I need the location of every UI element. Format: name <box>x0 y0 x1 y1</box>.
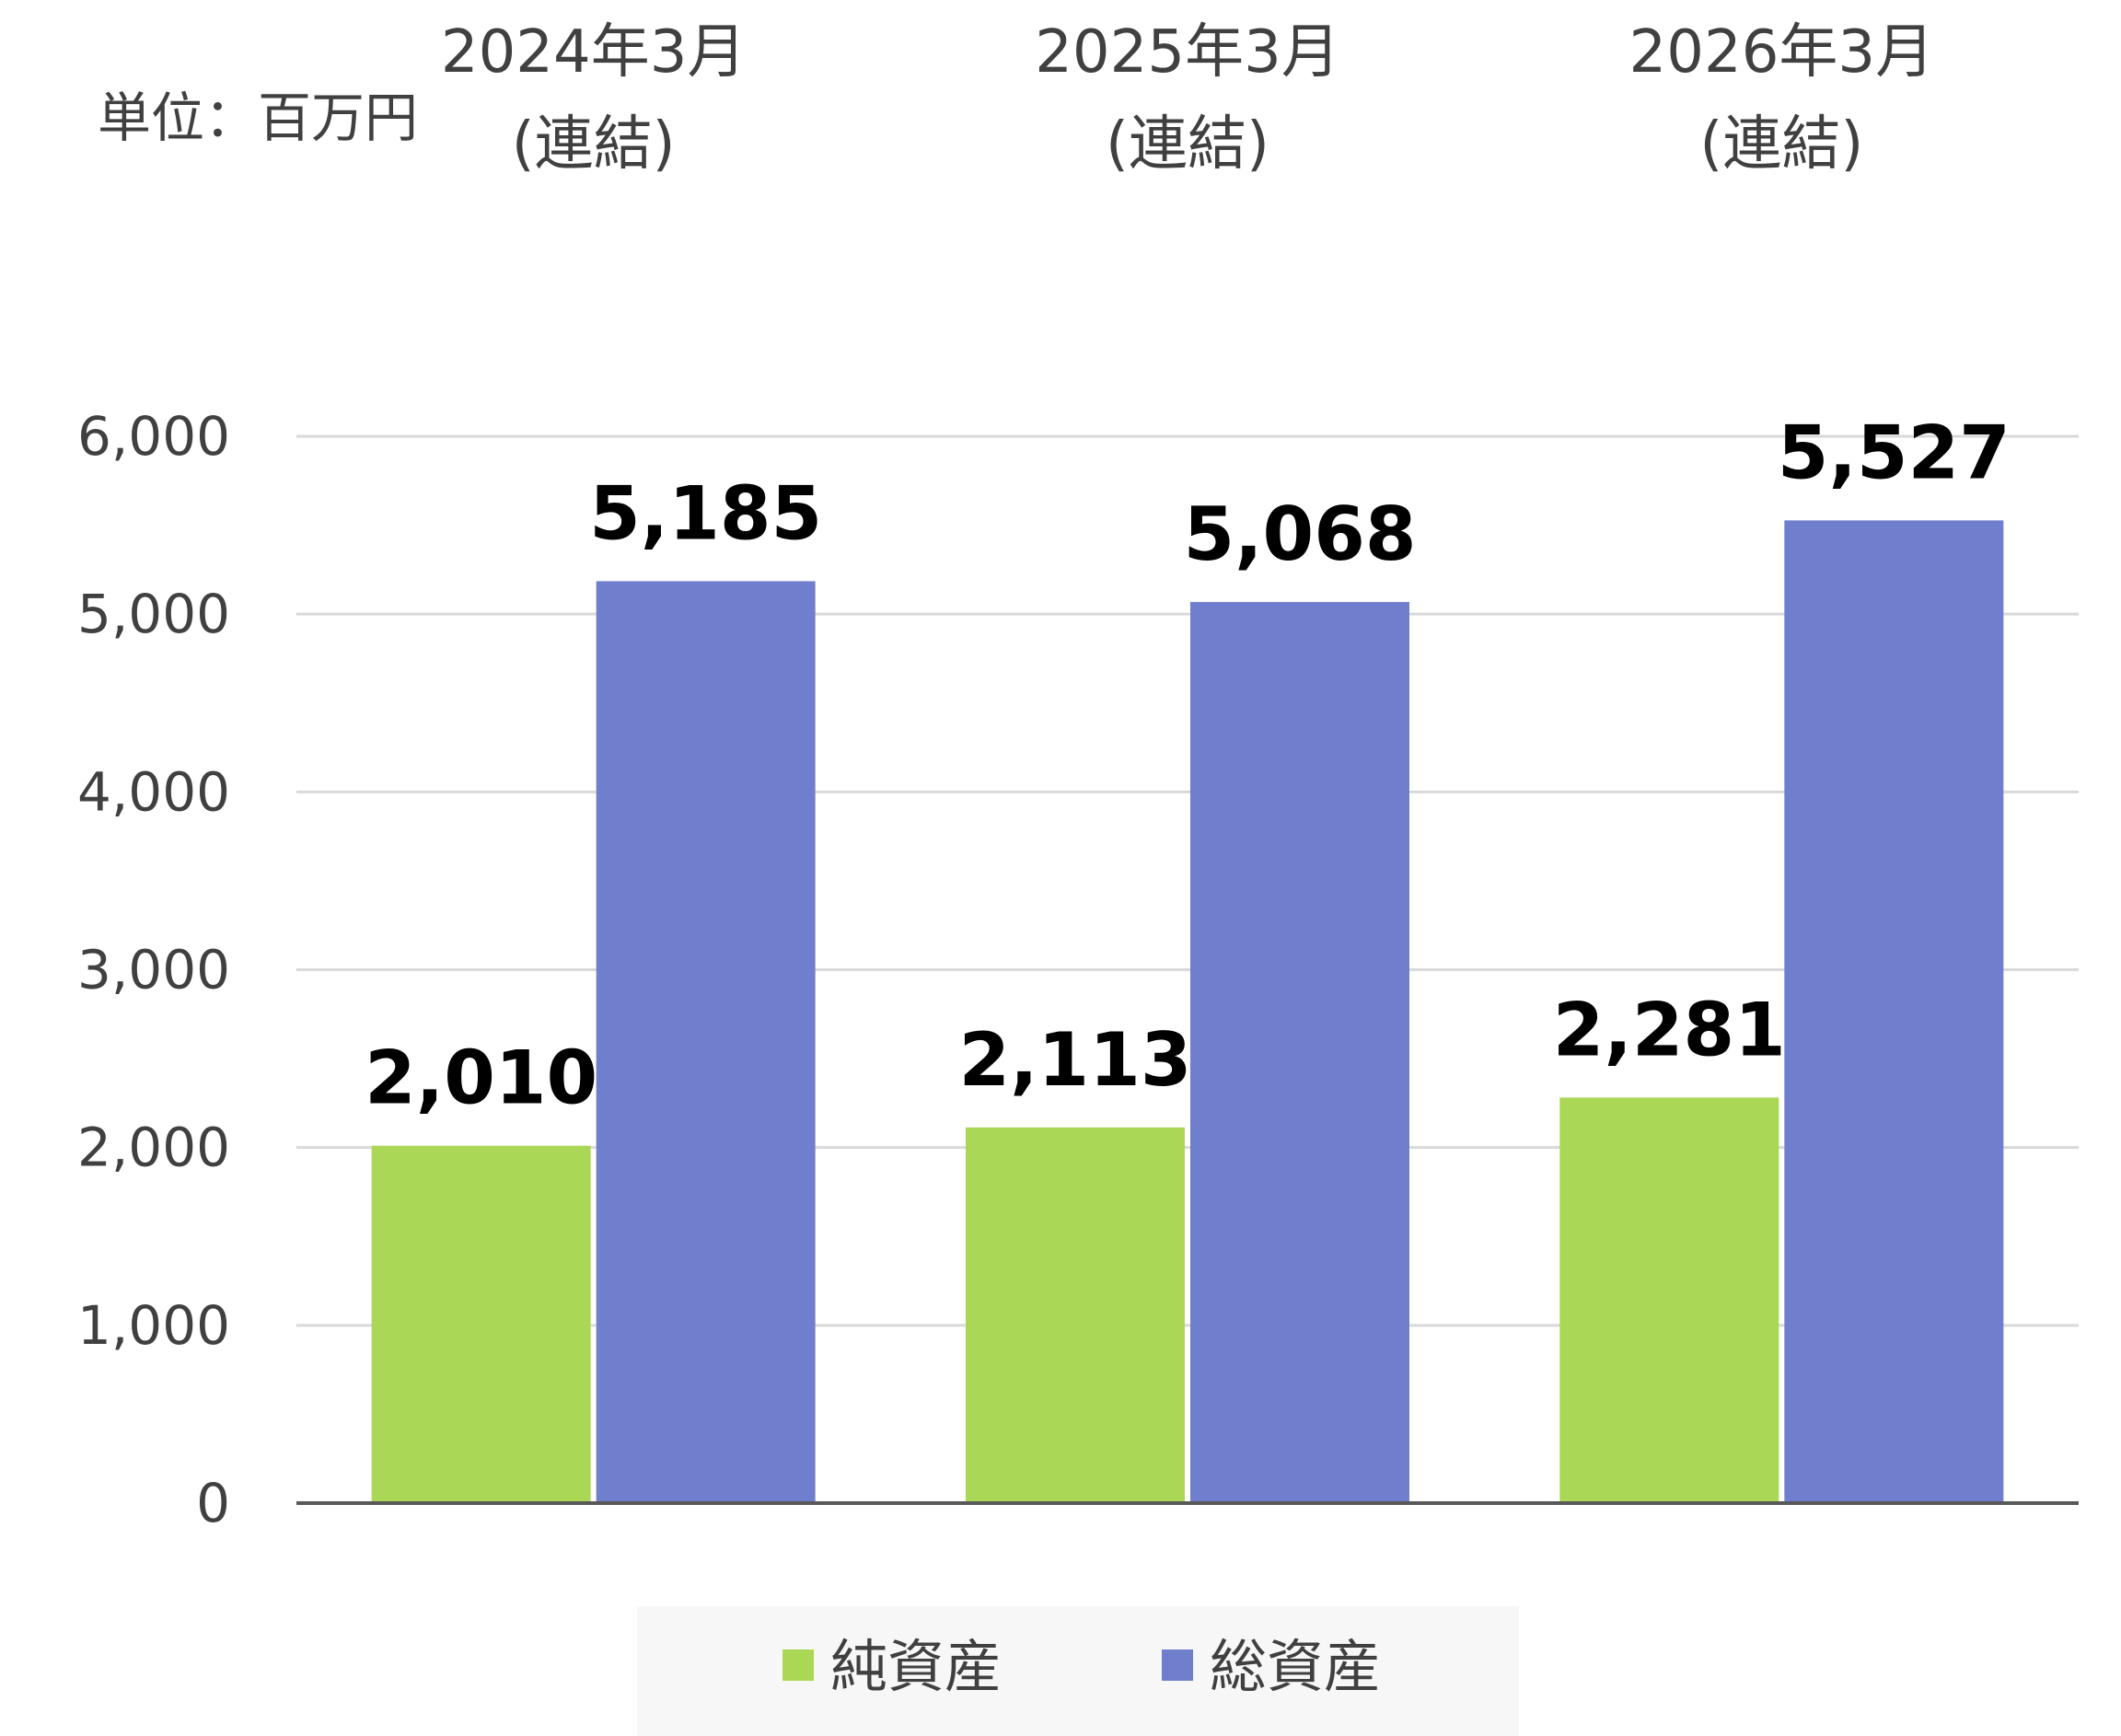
category-label-2-line2: (連結) <box>1106 110 1269 179</box>
bar-total-assets-3 <box>1784 520 2004 1503</box>
legend-background <box>637 1606 1519 1736</box>
category-label-1-line2: (連結) <box>512 110 676 179</box>
bars <box>371 520 2004 1503</box>
bar-net-assets-2 <box>966 1127 1185 1503</box>
bar-total-assets-1 <box>596 581 816 1503</box>
category-label-2-line1: 2025年3月 <box>1035 18 1340 87</box>
data-label-total-assets-3: 5,527 <box>1778 410 2011 495</box>
category-label-3-line2: (連結) <box>1699 110 1863 179</box>
legend-swatch-total-assets <box>1162 1649 1193 1681</box>
bar-total-assets-2 <box>1190 602 1409 1503</box>
data-label-net-assets-3: 2,281 <box>1553 987 1786 1072</box>
data-label-net-assets-1: 2,010 <box>365 1036 597 1121</box>
data-label-net-assets-2: 2,113 <box>958 1017 1191 1103</box>
legend-label-net-assets: 純資産 <box>830 1633 1002 1700</box>
gridlines <box>296 434 2079 1327</box>
y-tick-label-0: 0 <box>196 1472 230 1534</box>
bar-net-assets-1 <box>371 1145 591 1503</box>
category-label-3-line1: 2026年3月 <box>1629 18 1935 87</box>
category-label-1-line1: 2024年3月 <box>441 18 747 87</box>
legend-swatch-net-assets <box>782 1649 814 1681</box>
bar-net-assets-3 <box>1559 1097 1779 1503</box>
y-tick-label-3000: 3,000 <box>77 939 230 1001</box>
y-tick-label-1000: 1,000 <box>77 1294 230 1357</box>
y-tick-label-6000: 6,000 <box>77 405 230 468</box>
data-label-total-assets-1: 5,185 <box>589 470 822 556</box>
y-tick-label-2000: 2,000 <box>77 1117 230 1179</box>
legend: 純資産 総資産 <box>637 1606 1519 1736</box>
y-tick-label-4000: 4,000 <box>77 760 230 823</box>
y-axis-ticks: 0 1,000 2,000 3,000 4,000 5,000 6,000 <box>77 405 230 1534</box>
data-labels: 2,010 5,185 2,113 5,068 2,281 5,527 <box>365 410 2011 1120</box>
y-tick-label-5000: 5,000 <box>77 583 230 645</box>
unit-label: 単位：百万円 <box>98 87 418 149</box>
data-label-total-assets-2: 5,068 <box>1183 492 1416 577</box>
legend-label-total-assets: 総資産 <box>1210 1633 1381 1700</box>
category-labels: 2024年3月 (連結) 2025年3月 (連結) 2026年3月 (連結) <box>441 18 1934 179</box>
